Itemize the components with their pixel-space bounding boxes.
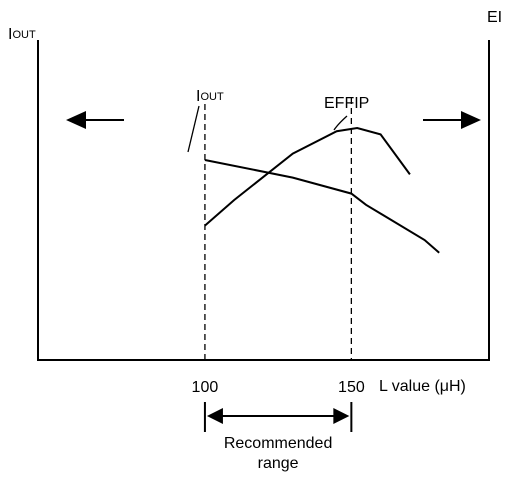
x-tick-label: 150 <box>338 379 365 396</box>
right-arrow <box>423 111 481 129</box>
iout-series-line <box>204 159 440 254</box>
x-axis-label: L value (μH) <box>379 378 466 395</box>
recommended-range-label: Recommended <box>224 435 333 452</box>
iout-series-label: IOUT <box>196 88 224 105</box>
x-tick-label: 100 <box>192 379 219 396</box>
effip-label-leader <box>333 115 348 131</box>
effip-series-label: EFFIP <box>324 95 369 112</box>
left-arrow <box>66 111 124 129</box>
iout-label-leader <box>187 105 200 153</box>
effip-series-line <box>204 126 411 227</box>
recommended-range-label: range <box>258 455 299 472</box>
y-left-label: IOUT <box>8 26 36 43</box>
y-right-label: EI <box>487 9 502 26</box>
recommended-range-bracket <box>203 402 353 432</box>
